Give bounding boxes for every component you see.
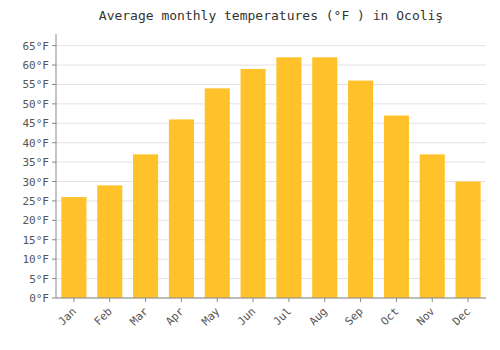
x-tick bbox=[396, 298, 397, 302]
y-tick-label: 35°F bbox=[23, 156, 50, 169]
x-tick-label: Sep bbox=[342, 305, 365, 328]
x-axis bbox=[56, 298, 486, 299]
y-tick-label: 55°F bbox=[23, 78, 50, 91]
y-tick-label: 50°F bbox=[23, 98, 50, 111]
x-tick bbox=[217, 298, 218, 302]
title: Average monthly temperatures (°F ) in Oc… bbox=[99, 8, 443, 23]
y-tick bbox=[52, 259, 56, 260]
bar bbox=[384, 116, 409, 298]
x-tick-label: Dec bbox=[450, 305, 473, 328]
x-tick-label: Apr bbox=[163, 305, 187, 329]
x-tick bbox=[432, 298, 433, 302]
bar bbox=[348, 81, 373, 298]
y-tick-label: 10°F bbox=[23, 253, 50, 266]
bar bbox=[241, 69, 266, 298]
grid bbox=[56, 46, 486, 298]
x-tick-label: Nov bbox=[414, 305, 438, 329]
grid-line bbox=[56, 123, 486, 124]
y-tick-label: 65°F bbox=[23, 40, 50, 53]
x-tick bbox=[360, 298, 361, 302]
y-tick bbox=[52, 162, 56, 163]
bar bbox=[312, 57, 337, 298]
y-tick bbox=[52, 278, 56, 279]
x-tick bbox=[324, 298, 325, 302]
x-tick bbox=[145, 298, 146, 302]
y-tick-label: 0°F bbox=[29, 292, 49, 305]
x-tick bbox=[253, 298, 254, 302]
y-tick bbox=[52, 298, 56, 299]
y-tick-label: 60°F bbox=[23, 59, 50, 72]
x-tick-label: Jan bbox=[56, 305, 79, 328]
bar bbox=[205, 88, 230, 298]
y-tick bbox=[52, 103, 56, 104]
y-tick-label: 45°F bbox=[23, 117, 50, 130]
bar bbox=[133, 154, 158, 298]
grid-line bbox=[56, 142, 486, 143]
y-tick-label: 30°F bbox=[23, 176, 50, 189]
x-tick bbox=[468, 298, 469, 302]
y-tick bbox=[52, 142, 56, 143]
y-axis bbox=[56, 34, 57, 298]
grid-line bbox=[56, 298, 486, 299]
grid-line bbox=[56, 84, 486, 85]
bar bbox=[456, 182, 481, 298]
x-tick-label: Jun bbox=[235, 305, 258, 328]
x-tick-label: Feb bbox=[92, 305, 115, 328]
x-tick-label: May bbox=[199, 305, 223, 329]
x-tick bbox=[181, 298, 182, 302]
grid-line bbox=[56, 103, 486, 104]
chart: Average monthly temperatures (°F ) in Oc… bbox=[0, 0, 500, 350]
y-tick-label: 25°F bbox=[23, 195, 50, 208]
y-tick-label: 40°F bbox=[23, 137, 50, 150]
y-tick-label: 20°F bbox=[23, 214, 50, 227]
x-tick bbox=[288, 298, 289, 302]
y-tick bbox=[52, 200, 56, 201]
grid-line bbox=[56, 45, 486, 46]
y-tick-label: 15°F bbox=[23, 234, 50, 247]
x-tick-label: Aug bbox=[307, 305, 330, 328]
x-tick-label: Oct bbox=[378, 305, 401, 328]
x-tick-label: Mar bbox=[127, 305, 151, 329]
x-tick bbox=[73, 298, 74, 302]
y-tick bbox=[52, 123, 56, 124]
bar bbox=[97, 185, 122, 298]
bars bbox=[61, 57, 480, 298]
y-tick bbox=[52, 45, 56, 46]
bar bbox=[169, 119, 194, 298]
y-tick bbox=[52, 220, 56, 221]
bar bbox=[61, 197, 86, 298]
y-tick bbox=[52, 181, 56, 182]
y-tick bbox=[52, 65, 56, 66]
bar bbox=[420, 154, 445, 298]
bar bbox=[276, 57, 301, 298]
y-tick-label: 5°F bbox=[29, 273, 49, 286]
x-tick-label: Jul bbox=[271, 305, 294, 328]
y-tick bbox=[52, 84, 56, 85]
grid-line bbox=[56, 65, 486, 66]
x-tick bbox=[109, 298, 110, 302]
y-tick bbox=[52, 239, 56, 240]
